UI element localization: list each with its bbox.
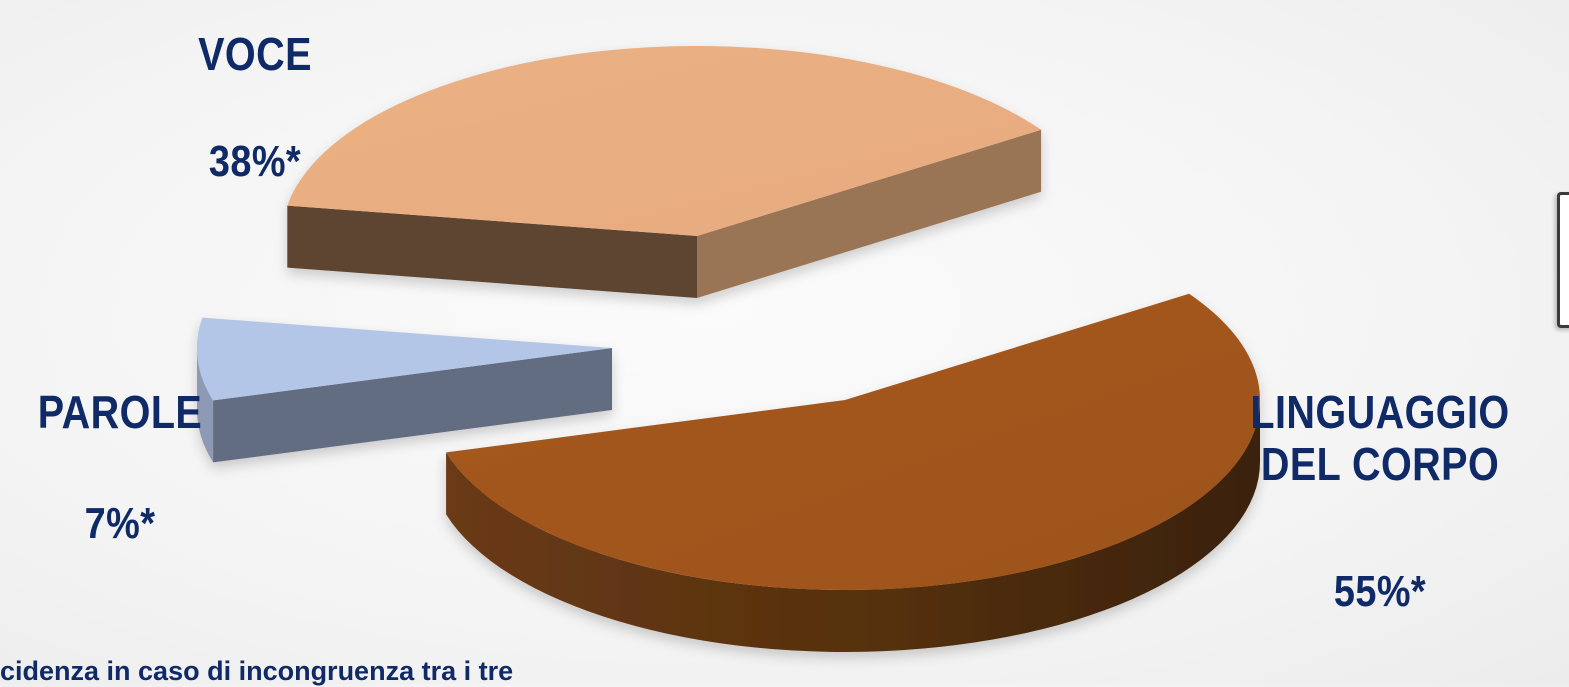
slice-parole-side-cut (213, 348, 612, 463)
legend-box-edge (1557, 192, 1569, 328)
slice-linguaggio-del-corpo (446, 293, 1261, 652)
slice-voce-rim (287, 205, 697, 298)
slice-voce-side-cut (697, 129, 1042, 298)
slice-parole-rim (197, 348, 214, 463)
slice-parole-top (196, 317, 613, 401)
slice-voce-top (287, 45, 1042, 236)
parole-percentage: 7%* (84, 499, 156, 548)
slice-parole (196, 317, 613, 463)
slice-linguaggio-top (446, 293, 1261, 591)
linguaggio-label-line1: LINGUAGGIO (1250, 386, 1510, 438)
parole-label: PAROLE (37, 386, 203, 438)
linguaggio-del-corpo-label: LINGUAGGIO DEL CORPO (1217, 386, 1544, 490)
slice-voce (287, 45, 1042, 298)
slice-linguaggio-rim (446, 400, 1261, 652)
linguaggio-del-corpo-percentage: 55%* (1333, 567, 1427, 616)
linguaggio-label-line2: DEL CORPO (1260, 438, 1500, 490)
voce-label: VOCE (198, 28, 312, 80)
voce-percentage: 38%* (208, 137, 302, 186)
footnote: cidenza in caso di incongruenza tra i tr… (0, 656, 514, 686)
